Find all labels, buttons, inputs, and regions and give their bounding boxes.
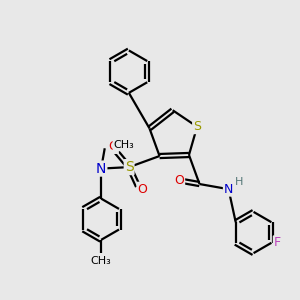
Text: H: H [235, 177, 243, 187]
Text: N: N [96, 162, 106, 176]
Text: S: S [193, 120, 201, 133]
Text: N: N [224, 183, 233, 196]
Text: CH₃: CH₃ [91, 256, 112, 266]
Text: F: F [274, 236, 281, 249]
Text: CH₃: CH₃ [114, 140, 134, 150]
Text: O: O [137, 183, 147, 196]
Text: O: O [108, 140, 118, 153]
Text: S: S [125, 160, 134, 174]
Text: O: O [174, 174, 184, 187]
